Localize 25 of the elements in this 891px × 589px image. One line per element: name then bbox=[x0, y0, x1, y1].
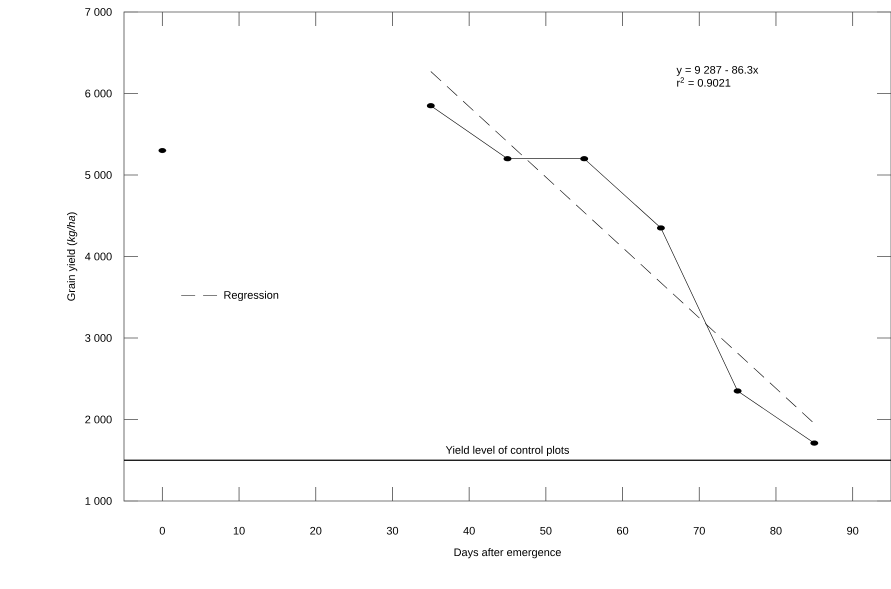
annotation: r$^{2}$ = 0.9021 bbox=[677, 77, 730, 87]
annotation: y = 9 287 - 86.3x bbox=[676, 66, 758, 76]
x-tick-label: 90 bbox=[847, 526, 858, 535]
x-tick-label: 40 bbox=[463, 526, 475, 535]
x-tick-label: 60 bbox=[617, 526, 628, 535]
legend-label: Regression bbox=[224, 290, 278, 302]
x-tick-label: 0 bbox=[160, 526, 165, 535]
y-tick-label: 5 000 bbox=[85, 171, 112, 179]
y-tick-label: 3 000 bbox=[85, 334, 112, 342]
ref-line-label: Yield level of control plots bbox=[446, 446, 570, 456]
x-axis-title: Days after emergence bbox=[454, 548, 561, 558]
y-tick-label: 2 000 bbox=[85, 416, 112, 424]
y-tick-label: 1 000 bbox=[86, 497, 112, 505]
point bbox=[734, 388, 742, 394]
y-tick-label: 7 000 bbox=[85, 8, 112, 16]
x-tick-label: 50 bbox=[540, 526, 552, 535]
x-tick-label: 70 bbox=[694, 526, 705, 535]
x-tick-label: 20 bbox=[310, 526, 322, 535]
y-tick-label: 6 000 bbox=[85, 90, 112, 98]
x-tick-label: 80 bbox=[770, 526, 782, 535]
x-tick-label: 30 bbox=[386, 526, 398, 535]
x-tick-label: 10 bbox=[234, 526, 245, 535]
y-axis-title: Grain yield (kg/ha) bbox=[67, 212, 78, 301]
y-tick-label: 4 000 bbox=[84, 252, 112, 260]
point bbox=[656, 225, 665, 231]
